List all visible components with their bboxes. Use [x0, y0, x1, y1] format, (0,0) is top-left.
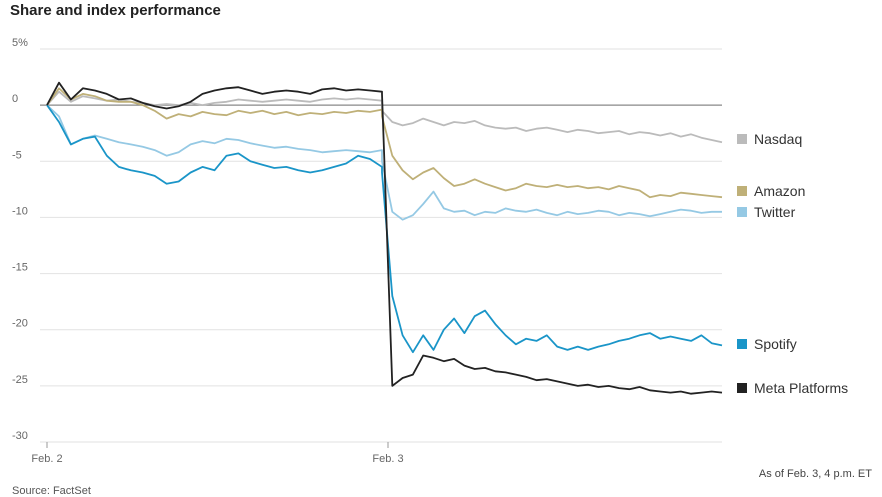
y-tick-label: -30 — [12, 430, 28, 442]
x-tick-label: Feb. 3 — [372, 453, 403, 465]
x-tick-label: Feb. 2 — [31, 453, 62, 465]
timestamp-note: As of Feb. 3, 4 p.m. ET — [758, 468, 872, 480]
chart-title: Share and index performance — [10, 2, 221, 19]
legend-label-twitter: Twitter — [754, 204, 796, 220]
y-tick-label: -10 — [12, 205, 28, 217]
y-tick-label: -25 — [12, 374, 28, 386]
legend-swatch-nasdaq — [737, 134, 747, 144]
y-tick-label: -5 — [12, 149, 22, 161]
y-tick-label: -20 — [12, 318, 28, 330]
y-axis-ticks: 5% 0 -5 -10 -15 -20 -25 -30 — [12, 37, 28, 442]
legend-swatch-meta-platforms — [737, 383, 747, 393]
series-line-nasdaq — [46, 90, 723, 144]
series-lines — [46, 81, 723, 395]
legend-label-nasdaq: Nasdaq — [754, 131, 802, 147]
y-tick-label: 0 — [12, 93, 18, 105]
legend-label-amazon: Amazon — [754, 183, 805, 199]
legend-label-spotify: Spotify — [754, 336, 797, 352]
legend-label-meta-platforms: Meta Platforms — [754, 380, 848, 396]
legend-swatch-amazon — [737, 186, 747, 196]
series-line-spotify — [46, 104, 723, 354]
legend-swatch-twitter — [737, 207, 747, 217]
series-line-twitter — [46, 104, 722, 221]
x-axis-ticks: Feb. 2 Feb. 3 — [31, 442, 404, 465]
y-tick-label: 5% — [12, 37, 28, 49]
legend-swatch-spotify — [737, 339, 747, 349]
gridlines — [40, 48, 722, 443]
y-tick-label: -15 — [12, 262, 28, 274]
source-note: Source: FactSet — [12, 485, 91, 497]
legend: Nasdaq Amazon Twitter Spotify Meta Platforms — [737, 131, 848, 396]
series-line-amazon — [46, 87, 723, 199]
series-line-meta-platforms — [46, 81, 723, 395]
